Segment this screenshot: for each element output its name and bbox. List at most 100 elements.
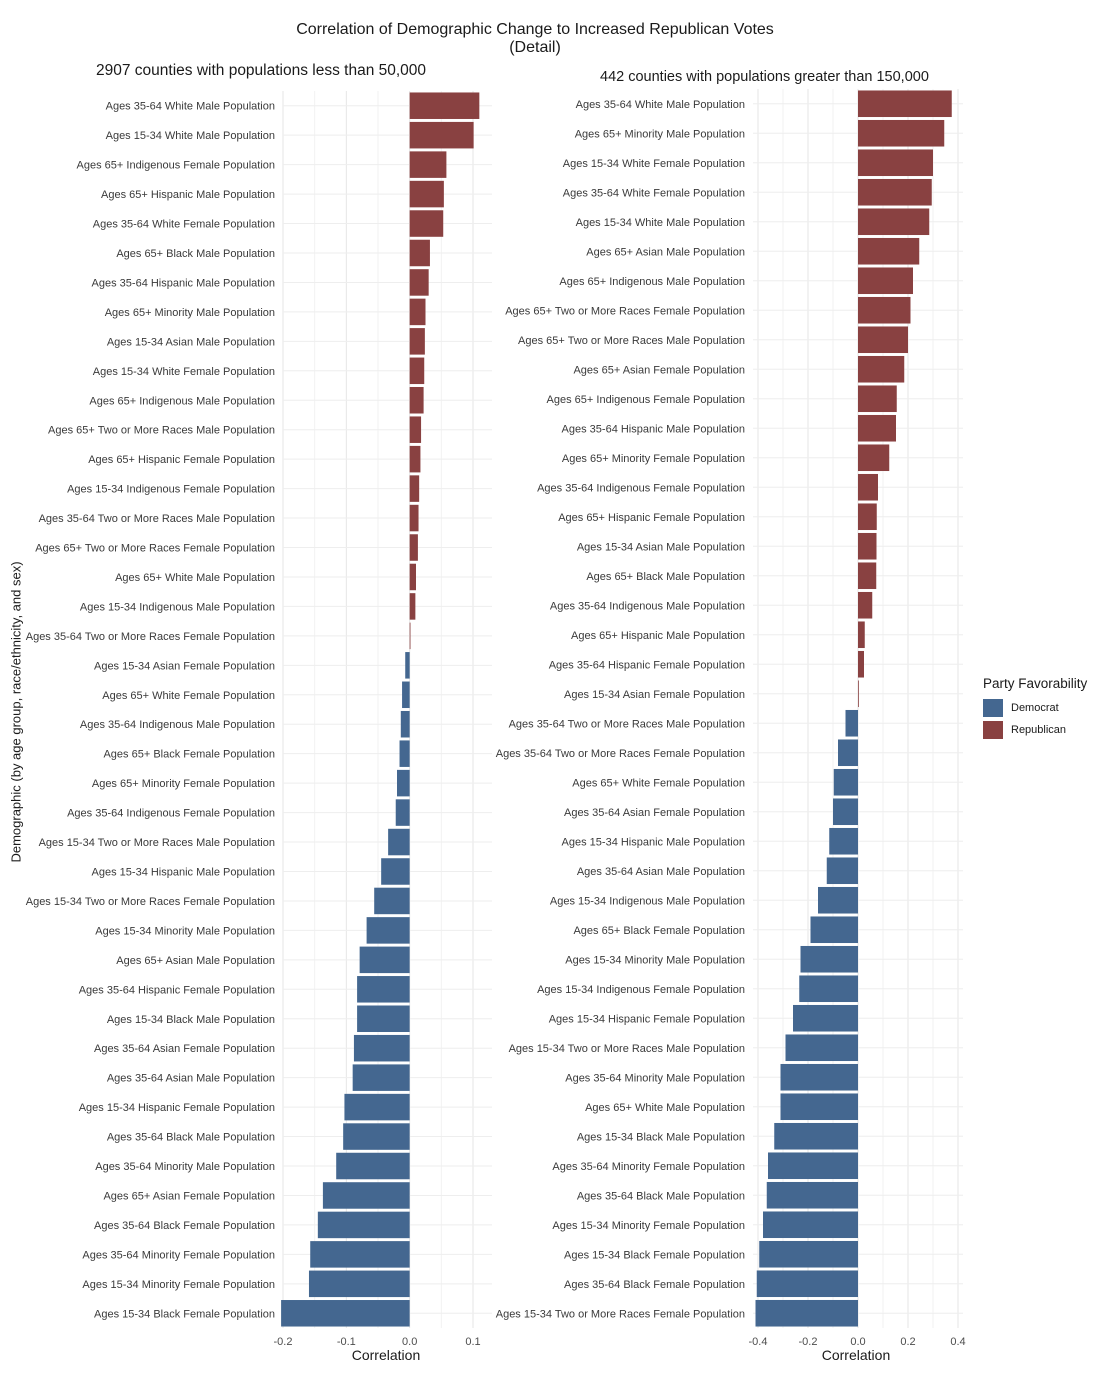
right-bar <box>858 267 913 295</box>
left-category-label: Ages 65+ Minority Male Population <box>105 307 275 319</box>
right-category-label: Ages 65+ Black Male Population <box>586 571 745 583</box>
right-category-label: Ages 35-64 Asian Male Population <box>577 866 745 878</box>
left-category-label: Ages 65+ Asian Female Population <box>103 1190 275 1202</box>
left-category-label: Ages 35-64 Indigenous Male Population <box>80 719 275 731</box>
right-category-label: Ages 35-64 Black Male Population <box>577 1190 745 1202</box>
left-bar <box>409 357 425 385</box>
right-bar <box>829 827 858 855</box>
right-bar <box>858 621 865 649</box>
left-x-tick-label: 0.1 <box>465 1336 480 1348</box>
left-bar <box>409 563 416 591</box>
left-x-axis-label: Correlation <box>352 1347 420 1363</box>
left-category-label: Ages 15-34 Two or More Races Female Popu… <box>26 896 275 908</box>
left-bar <box>357 1005 410 1033</box>
right-category-label: Ages 65+ Two or More Races Female Popula… <box>505 305 745 317</box>
right-category-label: Ages 65+ Minority Male Population <box>575 128 745 140</box>
right-bar <box>858 178 932 206</box>
left-bar <box>374 887 410 915</box>
left-bar <box>399 740 410 767</box>
left-bar <box>366 917 410 944</box>
right-bar <box>763 1211 858 1239</box>
right-bar <box>785 1034 858 1062</box>
right-category-label: Ages 15-34 Black Female Population <box>564 1249 745 1261</box>
right-x-tick-label: -0.4 <box>749 1336 768 1348</box>
right-category-label: Ages 65+ White Male Population <box>585 1102 745 1114</box>
right-x-tick-label: 0.4 <box>950 1336 965 1348</box>
left-bar <box>281 1300 410 1327</box>
left-bar <box>308 1270 410 1298</box>
left-category-label: Ages 35-64 Minority Male Population <box>95 1161 275 1173</box>
left-x-tick-label: -0.2 <box>274 1336 293 1348</box>
right-bar <box>793 1004 858 1032</box>
right-bar <box>858 90 952 118</box>
left-category-label: Ages 65+ Hispanic Female Population <box>88 454 275 466</box>
right-bar <box>858 650 864 678</box>
right-category-label: Ages 35-64 Minority Male Population <box>565 1072 745 1084</box>
left-category-label: Ages 65+ Black Male Population <box>116 248 275 260</box>
left-x-tick-label: 0.0 <box>402 1336 417 1348</box>
left-category-label: Ages 65+ Indigenous Male Population <box>89 395 275 407</box>
right-bar <box>858 414 896 442</box>
left-category-label: Ages 15-34 Minority Female Population <box>82 1279 275 1291</box>
left-category-label: Ages 65+ Indigenous Female Population <box>77 160 275 172</box>
right-category-label: Ages 15-34 Hispanic Female Population <box>549 1013 745 1025</box>
left-bar <box>409 475 420 502</box>
right-bar <box>756 1270 858 1298</box>
right-category-label: Ages 35-64 White Female Population <box>563 187 745 199</box>
left-bar <box>409 504 419 532</box>
legend-label-democrat: Democrat <box>1011 702 1059 714</box>
right-bar <box>858 473 878 501</box>
left-category-label: Ages 35-64 White Female Population <box>93 219 275 231</box>
right-category-label: Ages 65+ Hispanic Male Population <box>571 630 745 642</box>
right-category-label: Ages 35-64 Hispanic Male Population <box>562 423 745 435</box>
right-category-label: Ages 15-34 Minority Female Population <box>552 1220 745 1232</box>
right-bar <box>858 355 905 383</box>
right-bar <box>774 1122 858 1150</box>
right-bar <box>858 532 877 560</box>
right-category-label: Ages 15-34 Minority Male Population <box>565 954 745 966</box>
right-bar <box>858 326 908 354</box>
right-x-axis-label: Correlation <box>822 1347 890 1363</box>
right-bar <box>838 739 858 767</box>
left-bar <box>317 1211 410 1239</box>
left-bar <box>352 1064 410 1091</box>
legend-label-republican: Republican <box>1011 724 1067 736</box>
left-category-label: Ages 15-34 Hispanic Female Population <box>79 1102 275 1114</box>
legend-title: Party Favorability <box>983 676 1088 691</box>
right-bar <box>826 857 858 885</box>
left-bar <box>409 239 430 267</box>
left-bar <box>402 681 410 709</box>
left-bar <box>409 622 411 650</box>
right-bar <box>810 916 858 944</box>
left-bar <box>343 1123 410 1150</box>
left-category-label: Ages 15-34 Hispanic Male Population <box>92 866 275 878</box>
right-category-label: Ages 15-34 Hispanic Male Population <box>562 836 745 848</box>
panel-left-title: 2907 counties with populations less than… <box>96 62 427 79</box>
right-bar <box>858 562 877 590</box>
right-category-label: Ages 15-34 Two or More Races Female Popu… <box>496 1308 745 1320</box>
left-bar <box>409 386 424 414</box>
left-bar <box>409 328 425 355</box>
left-category-label: Ages 65+ Hispanic Male Population <box>101 189 275 201</box>
chart-title: Correlation of Demographic Change to Inc… <box>296 21 774 38</box>
right-category-label: Ages 65+ Two or More Races Male Populati… <box>518 335 745 347</box>
right-category-label: Ages 35-64 Two or More Races Male Popula… <box>509 718 745 730</box>
right-bar <box>858 680 859 708</box>
left-bar <box>409 92 480 119</box>
right-bar <box>858 119 945 147</box>
left-bar <box>381 858 410 885</box>
right-bar <box>766 1181 858 1209</box>
right-x-tick-label: 0.0 <box>850 1336 865 1348</box>
right-category-label: Ages 65+ Hispanic Female Population <box>558 512 745 524</box>
left-category-label: Ages 65+ Black Female Population <box>103 749 275 761</box>
left-x-tick-label: -0.1 <box>337 1336 356 1348</box>
left-category-label: Ages 35-64 Minority Female Population <box>82 1249 275 1261</box>
left-category-label: Ages 15-34 White Male Population <box>106 130 275 142</box>
left-category-label: Ages 65+ White Female Population <box>102 690 275 702</box>
right-category-label: Ages 35-64 Black Female Population <box>564 1279 745 1291</box>
right-category-label: Ages 35-64 Asian Female Population <box>564 807 745 819</box>
left-category-label: Ages 35-64 Asian Female Population <box>94 1043 275 1055</box>
right-category-label: Ages 65+ Indigenous Male Population <box>559 276 745 288</box>
right-category-label: Ages 35-64 White Male Population <box>576 99 745 111</box>
right-bar <box>858 503 877 531</box>
